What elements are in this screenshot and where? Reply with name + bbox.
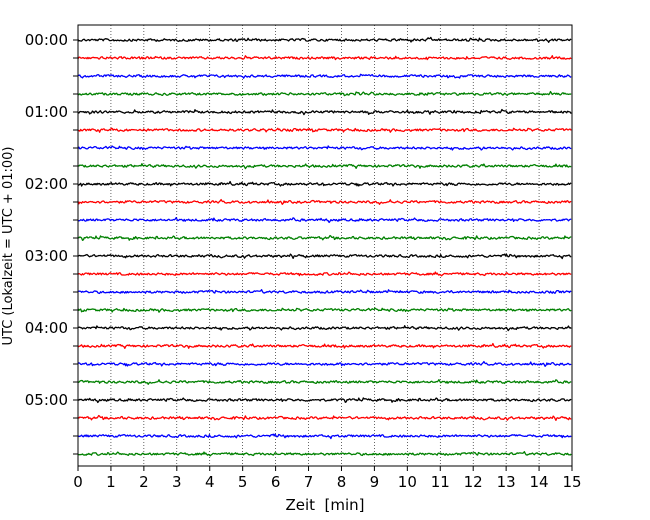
trace-0230	[77, 217, 572, 224]
x-tick-label-7: 7	[304, 473, 314, 491]
y-tick-label-3: 03:00	[25, 247, 68, 265]
x-axis-label: Zeit [min]	[285, 496, 364, 514]
x-tick-label-9: 9	[370, 473, 380, 491]
seismic-traces	[77, 36, 572, 457]
trace-0530	[77, 433, 572, 440]
trace-0145	[77, 163, 572, 170]
x-tick-label-3: 3	[172, 473, 182, 491]
trace-0545	[77, 451, 572, 457]
y-tick-label-5: 05:00	[25, 391, 68, 409]
trace-0130	[77, 145, 572, 151]
x-tick-label-10: 10	[398, 473, 417, 491]
trace-0115	[77, 127, 572, 133]
x-tick-label-13: 13	[497, 473, 516, 491]
trace-0500	[77, 397, 572, 404]
trace-0300	[77, 253, 572, 260]
x-axis: 0 1 2 3 4 5 6 7 8 9 10 11 12 13 14 15	[73, 466, 582, 491]
trace-0245	[77, 234, 572, 241]
y-axis-label: UTC (Lokalzeit = UTC + 01:00)	[1, 147, 16, 346]
y-axis: 00:00 01:00 02:00 03:00 04:00 05:00	[25, 31, 78, 455]
x-tick-label-11: 11	[431, 473, 450, 491]
x-tick-label-8: 8	[337, 473, 347, 491]
plot-frame	[77, 24, 573, 467]
trace-0000	[77, 36, 572, 43]
x-tick-label-1: 1	[106, 473, 116, 491]
trace-0030	[77, 73, 572, 79]
x-tick-label-0: 0	[73, 473, 83, 491]
trace-0015	[77, 55, 572, 61]
y-tick-label-4: 04:00	[25, 319, 68, 337]
x-tick-label-15: 15	[562, 473, 581, 491]
trace-0515	[77, 414, 572, 422]
trace-0330	[77, 289, 572, 295]
trace-0400	[77, 325, 572, 332]
x-tick-label-4: 4	[205, 473, 215, 491]
x-tick-label-5: 5	[238, 473, 248, 491]
trace-0345	[77, 307, 572, 313]
trace-0315	[77, 271, 572, 277]
x-tick-label-14: 14	[530, 473, 549, 491]
y-tick-label-2: 02:00	[25, 175, 68, 193]
x-tick-label-12: 12	[464, 473, 483, 491]
plot-area	[78, 25, 572, 466]
trace-0445	[77, 379, 572, 385]
y-tick-label-0: 00:00	[25, 31, 68, 49]
x-tick-label-6: 6	[271, 473, 281, 491]
x-tick-label-2: 2	[139, 473, 149, 491]
trace-0430	[77, 360, 572, 367]
trace-0215	[77, 198, 572, 205]
trace-0415	[77, 342, 572, 350]
trace-0200	[77, 180, 572, 187]
y-tick-label-1: 01:00	[25, 103, 68, 121]
trace-0045	[77, 90, 572, 97]
trace-0100	[77, 108, 572, 116]
